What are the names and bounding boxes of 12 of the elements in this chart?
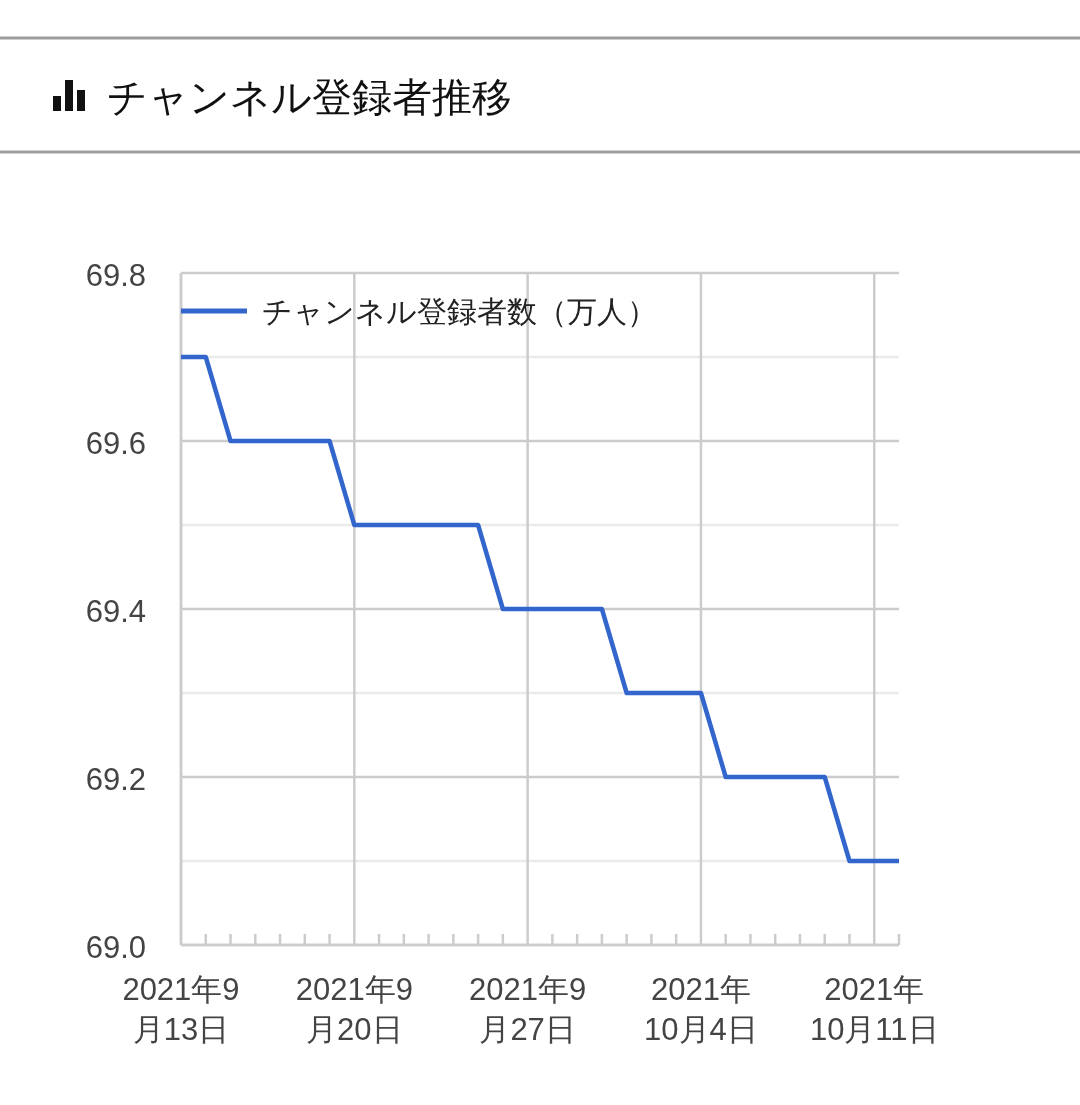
x-tick-label: 2021年9月20日 (295, 972, 413, 1047)
y-tick-label: 69.4 (85, 594, 146, 629)
y-tick-label: 69.0 (85, 930, 146, 965)
chart-title: チャンネル登録者推移 (107, 75, 512, 119)
x-tick-label: 2021年9月13日 (122, 972, 240, 1047)
x-tick-label: 2021年9月27日 (469, 972, 587, 1047)
y-tick-label: 69.8 (85, 258, 146, 293)
y-tick-label: 69.6 (85, 426, 146, 461)
x-tick-label: 2021年10月11日 (809, 972, 939, 1047)
y-tick-label: 69.2 (85, 762, 146, 797)
legend-label: チャンネル登録者数（万人） (262, 295, 657, 328)
x-tick-label: 2021年10月4日 (644, 972, 758, 1047)
